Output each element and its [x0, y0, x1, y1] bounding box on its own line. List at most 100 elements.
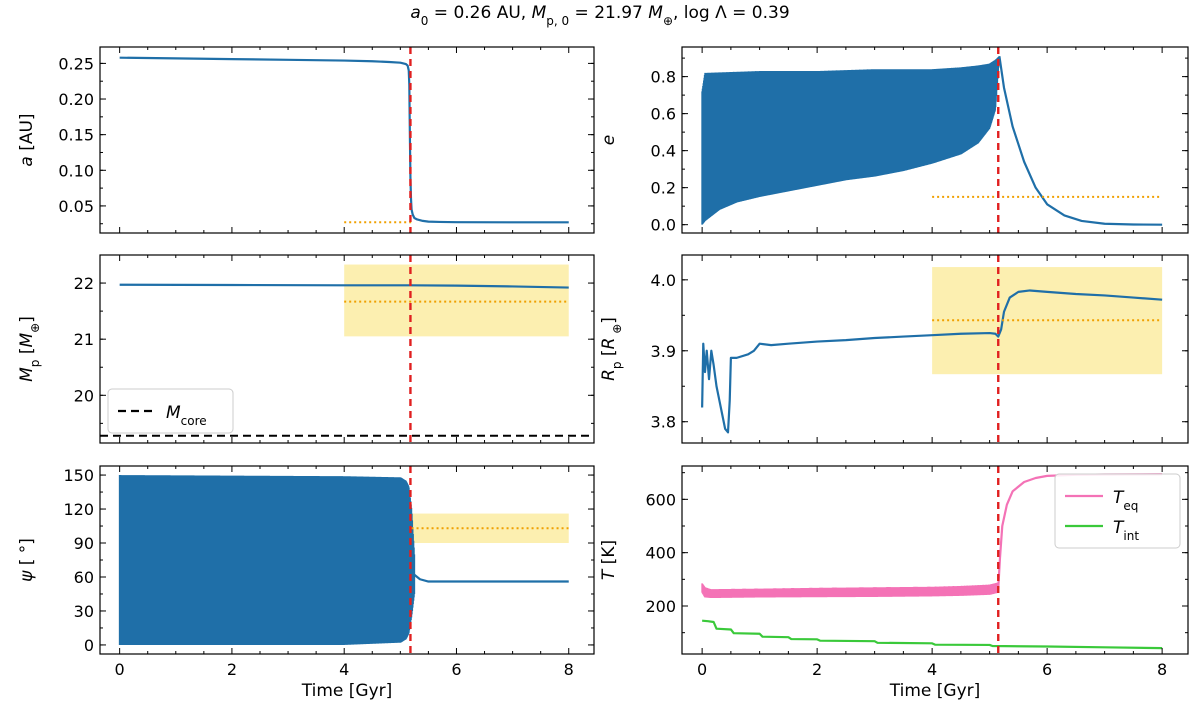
ytick-label-T-2: 600	[645, 490, 676, 509]
xlabel-psi: Time [Gyr]	[301, 681, 393, 701]
title-m-subscript: p, 0	[546, 14, 569, 28]
ylabel-Rp-part-3: R	[599, 338, 619, 350]
ytick-label-psi-4: 120	[63, 500, 94, 519]
series-Mp-mp	[119, 283, 569, 289]
ylabel-Mp-part-5: ]	[17, 316, 37, 323]
series-psi-psi-settled	[413, 573, 569, 583]
title-a-value: = 0.26 AU,	[428, 3, 531, 23]
xtick-label-psi-2: 4	[339, 660, 349, 679]
ytick-label-Rp-0: 3.8	[651, 413, 676, 432]
ytick-label-T-0: 200	[645, 597, 676, 616]
frame-Rp	[681, 254, 1189, 444]
legend-label-T-0: Teq	[1113, 488, 1138, 513]
ylabel-Mp: Mp [M⊕]	[17, 316, 42, 382]
xtick-label-psi-1: 2	[227, 660, 237, 679]
xtick-label-psi-4: 8	[564, 660, 574, 679]
ytick-label-a-4: 0.25	[58, 54, 94, 73]
ytick-label-a-2: 0.15	[58, 126, 94, 145]
panel-T: 0 2 4 6 8 200 400 600 T [K] Time [Gyr] Teq Tint	[599, 465, 1189, 701]
observed-band-psi	[411, 513, 569, 544]
ytick-label-a-1: 0.10	[58, 161, 94, 180]
legend-T: Teq Tint	[1054, 473, 1181, 549]
legend-label-Mp-0-part-0: M	[166, 403, 181, 423]
panel-e: 0.0 0.2 0.4 0.6 0.8 e	[599, 46, 1189, 235]
xlabel-T: Time [Gyr]	[889, 681, 981, 701]
observed-band-Mp	[344, 264, 569, 337]
frame-e	[681, 46, 1189, 234]
ylabel-Rp-part-2: [	[599, 349, 619, 361]
panel-Rp: 3.8 3.9 4.0 Rp [R ⊕]	[599, 254, 1189, 444]
ylabel-a-part-1: [AU]	[17, 113, 37, 156]
title-m-unit-symbol: M	[648, 3, 663, 23]
ylabel-Rp-part-1: p	[610, 361, 624, 369]
ytick-label-psi-3: 90	[74, 534, 94, 553]
title-log-lambda: , log Λ = 0.39	[673, 3, 790, 23]
xtick-label-psi-3: 6	[451, 660, 461, 679]
ytick-label-Mp-1: 21	[74, 330, 94, 349]
ytick-label-a-3: 0.20	[58, 90, 94, 109]
ylabel-Rp-part-5: ]	[599, 317, 619, 324]
plot-area-e	[701, 47, 1163, 233]
ytick-label-psi-1: 30	[74, 602, 94, 621]
frame-T	[681, 465, 1189, 655]
series-a-a	[119, 56, 569, 224]
ylabel-psi-part-0: ψ	[17, 570, 37, 582]
ytick-label-e-3: 0.6	[651, 105, 676, 124]
xtick-label-T-1: 2	[812, 660, 822, 679]
title-m-symbol: M	[532, 3, 547, 23]
ylabel-e: e	[599, 135, 619, 145]
legend-label-Mp-0: Mcore	[166, 403, 207, 428]
panel-a: 0.05 0.10 0.15 0.20 0.25 a [AU]	[17, 46, 595, 234]
ytick-label-a-0: 0.05	[58, 197, 94, 216]
xtick-label-T-4: 8	[1157, 660, 1167, 679]
plot-area-Mp	[100, 255, 594, 443]
legend-label-T-1-part-1: int	[1123, 529, 1139, 543]
legend-label-T-1-part-0: T	[1113, 518, 1125, 538]
ylabel-Mp-part-0: M	[17, 367, 37, 382]
ylabel-T: T [K]	[599, 540, 619, 580]
xtick-label-psi-0: 0	[115, 660, 125, 679]
title-a-subscript: 0	[421, 14, 429, 28]
ylabel-Rp-part-4: ⊕	[610, 324, 624, 338]
series-e-e-decay	[998, 56, 1163, 226]
ylabel-Mp-part-2: [	[17, 348, 37, 360]
frame-a	[99, 46, 595, 234]
legend-label-T-1: Tint	[1113, 518, 1139, 543]
legend-Mp: Mcore	[107, 388, 234, 434]
plot-area-Rp	[701, 255, 1163, 443]
ylabel-e-part-0: e	[599, 135, 619, 145]
ylabel-T-part-1: [K]	[599, 540, 619, 570]
series-T-t-eq-upper-band	[701, 582, 1000, 599]
series-e-e-oscillation-upper-band	[701, 56, 1001, 225]
ylabel-Mp-part-1: p	[28, 360, 42, 368]
ytick-label-e-0: 0.0	[651, 216, 676, 235]
title-m-unit-subscript: ⊕	[663, 14, 673, 28]
panel-Mp: 20 21 22 Mp [M⊕] Mcore	[17, 254, 595, 444]
panels: 0.05 0.10 0.15 0.20 0.25 a [AU] 0.00.20.40.60.…	[17, 46, 1189, 701]
ytick-label-T-1: 400	[645, 544, 676, 563]
xtick-label-T-0: 0	[697, 660, 707, 679]
ylabel-a-part-0: a	[17, 156, 37, 166]
ytick-label-psi-2: 60	[74, 568, 94, 587]
ytick-label-Rp-1: 3.9	[651, 342, 676, 361]
title-m-value: = 21.97	[569, 3, 648, 23]
legend-label-T-0-part-1: eq	[1123, 499, 1138, 513]
ytick-label-Rp-2: 4.0	[651, 271, 676, 290]
ytick-label-psi-5: 150	[63, 466, 94, 485]
ylabel-Mp-part-3: M	[17, 333, 37, 348]
ylabel-Rp: Rp [R ⊕]	[599, 317, 624, 381]
ytick-label-Mp-2: 22	[74, 274, 94, 293]
series-psi-psi-oscillation-upper-band	[118, 475, 416, 645]
title-a-symbol: a	[410, 3, 420, 23]
plot-area-a	[119, 47, 569, 233]
ylabel-T-part-0: T	[599, 568, 619, 580]
series-T-t-int	[702, 619, 1163, 650]
frame-Mp	[99, 254, 595, 444]
figure-title: a0 = 0.26 AU, Mp, 0 = 21.97 M⊕, log Λ = …	[410, 3, 789, 28]
xtick-label-T-2: 4	[927, 660, 937, 679]
legend-box-Mp	[107, 388, 234, 434]
xtick-label-T-3: 6	[1042, 660, 1052, 679]
ytick-label-psi-0: 0	[84, 636, 94, 655]
ytick-label-Mp-0: 20	[74, 386, 94, 405]
